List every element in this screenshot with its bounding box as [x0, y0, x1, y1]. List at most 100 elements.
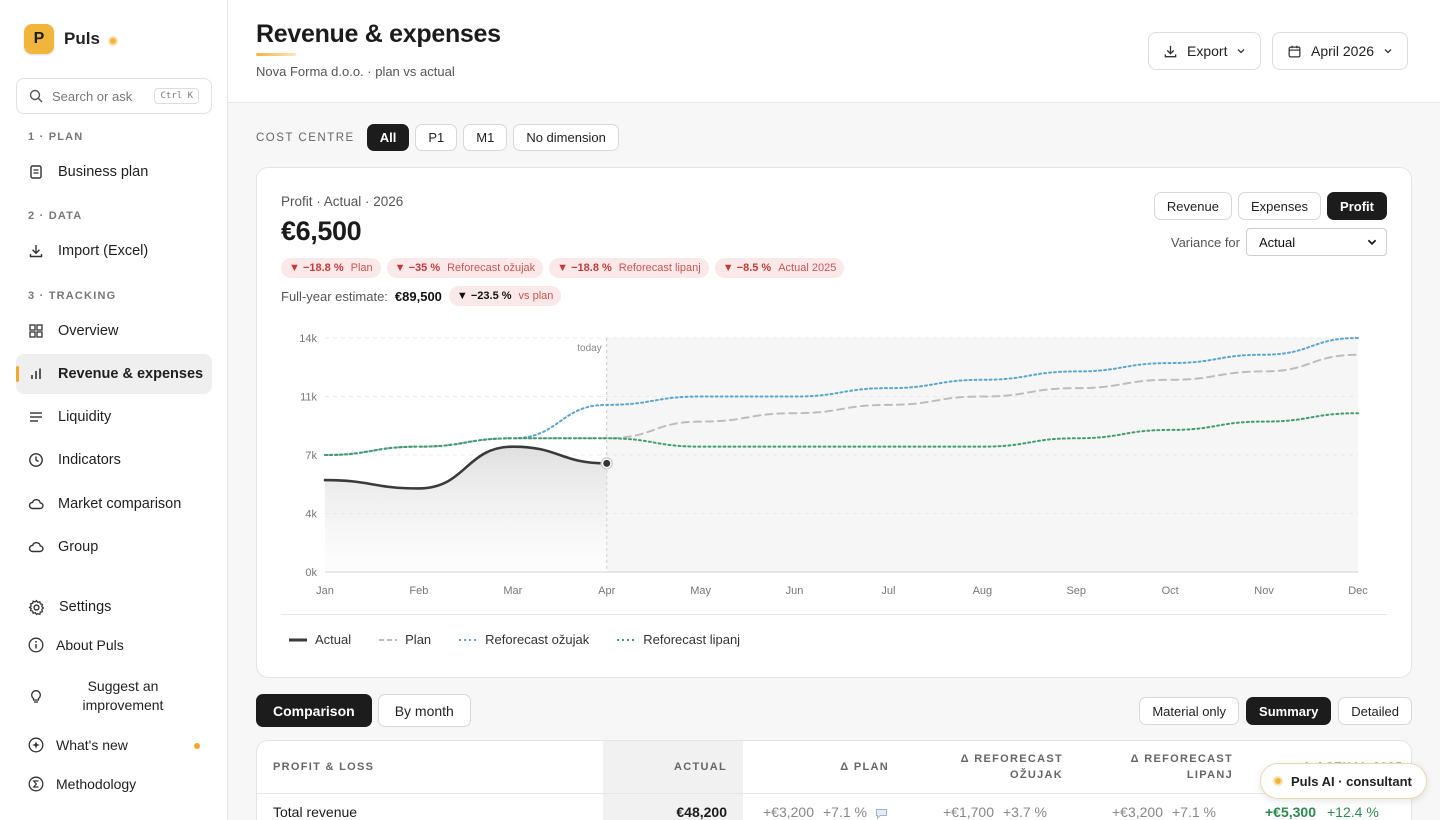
sidebar-item-market-comparison[interactable]: Market comparison	[16, 484, 212, 524]
search-input[interactable]: Search or ask Ctrl K	[16, 78, 212, 114]
legend-reforecast-ozujak: Reforecast ožujak	[459, 632, 589, 647]
variance-value: ▼ −8.5 %	[722, 262, 772, 274]
x-tick-label: Oct	[1162, 585, 1179, 597]
export-button[interactable]: Export	[1148, 32, 1262, 70]
x-tick-label: Feb	[409, 585, 428, 597]
variance-value: ▼ −18.8 %	[557, 262, 612, 274]
sidebar-item-label: Settings	[59, 599, 112, 615]
calendar-icon	[1288, 45, 1301, 57]
material-only-button[interactable]: Material only	[1139, 697, 1240, 725]
x-tick-label: May	[690, 585, 711, 597]
variance-for-value: Actual	[1259, 234, 1296, 250]
sidebar-item-suggest[interactable]: Suggest an improvement	[28, 677, 184, 715]
download-icon	[1164, 45, 1177, 57]
variance-badge: ▼ −18.8 % Reforecast lipanj	[549, 258, 709, 278]
cost-centre-option-p1[interactable]: P1	[415, 124, 458, 151]
chart-card: Profit · Actual · 2026 €6,500 ▼ −18.8 % P…	[256, 167, 1412, 678]
sidebar-item-import[interactable]: Import (Excel)	[16, 231, 212, 271]
comment-icon[interactable]	[875, 808, 888, 819]
brand-name: Puls	[64, 29, 100, 48]
sidebar-item-label: Liquidity	[58, 409, 112, 425]
pnl-table: PROFIT & LOSS ACTUAL Δ PLAN Δ REFORECAST…	[256, 740, 1412, 820]
x-tick-label: Jan	[316, 585, 334, 597]
column-header: ACTUAL	[673, 761, 727, 773]
page-subtitle: Nova Forma d.o.o. · plan vs actual	[256, 64, 455, 79]
legend-label: Actual	[315, 632, 352, 647]
profit-line-chart: 0k 4k 7k 11k 14k Jan Feb Mar Apr May Jun Jul Aug Sep O…	[299, 333, 1368, 597]
metric-toggle: Revenue Expenses Profit	[1153, 192, 1387, 220]
sidebar-item-label: Methodology	[56, 776, 137, 792]
legend-label: Reforecast lipanj	[643, 632, 741, 647]
bar-chart-icon	[31, 368, 41, 379]
variance-label: Reforecast ožujak	[447, 262, 536, 274]
sidebar-item-methodology[interactable]: Methodology	[28, 776, 136, 792]
cost-centre-option-all[interactable]: All	[366, 124, 410, 151]
reforecast-ozujak-delta-pct: +3.7 %	[1003, 804, 1047, 820]
metric-profit-button[interactable]: Profit	[1327, 192, 1387, 220]
cloud-icon	[28, 499, 44, 510]
sidebar-item-business-plan[interactable]: Business plan	[16, 152, 212, 192]
sidebar-item-label: Import (Excel)	[58, 243, 149, 259]
sidebar-item-about[interactable]: About Puls	[28, 637, 124, 653]
kpi-heading: Profit · Actual · 2026	[281, 194, 404, 209]
sparkle-icon	[28, 737, 44, 753]
column-header: Δ REFORECAST LIPANJ	[1130, 753, 1233, 781]
actual-column-shade	[603, 741, 743, 820]
summary-button[interactable]: Summary	[1246, 697, 1332, 725]
cost-centre-option-none[interactable]: No dimension	[513, 124, 619, 151]
section-plan: 1 · PLAN	[28, 131, 84, 143]
sidebar-item-label: Overview	[58, 323, 119, 339]
variance-label: vs plan	[518, 290, 554, 302]
cloud-icon	[28, 542, 44, 553]
sidebar-item-overview[interactable]: Overview	[16, 311, 212, 351]
sidebar-item-liquidity[interactable]: Liquidity	[16, 397, 212, 437]
metric-expenses-button[interactable]: Expenses	[1237, 192, 1322, 220]
variance-for-select[interactable]: Actual	[1246, 228, 1387, 256]
chart-legend: Actual Plan Reforecast ožujak Reforecast…	[289, 632, 740, 647]
download-icon	[29, 245, 43, 258]
chevron-down-icon	[1384, 49, 1392, 54]
period-selector[interactable]: April 2026	[1272, 32, 1409, 70]
export-label: Export	[1187, 43, 1228, 59]
chevron-down-icon	[1238, 49, 1245, 54]
reforecast-lipanj-delta-pct: +7.1 %	[1172, 804, 1216, 820]
tab-by-month[interactable]: By month	[377, 694, 471, 727]
document-icon	[30, 165, 42, 179]
metric-revenue-button[interactable]: Revenue	[1153, 192, 1232, 220]
tab-comparison[interactable]: Comparison	[256, 694, 372, 727]
sidebar-item-group[interactable]: Group	[16, 527, 212, 567]
variance-badge: ▼ −18.8 % Plan	[281, 258, 381, 278]
full-year-estimate: Full-year estimate: €89,500 ▼ −23.5 % vs …	[281, 286, 562, 306]
variance-for: Variance for Actual	[1171, 228, 1387, 256]
cost-centre-option-m1[interactable]: M1	[463, 124, 508, 151]
x-tick-label: Mar	[503, 585, 522, 597]
actual-value: €48,200	[676, 804, 727, 820]
brand[interactable]: P Puls	[24, 24, 118, 54]
gear-icon	[28, 599, 45, 615]
clock-icon	[29, 453, 43, 467]
row-divider	[257, 793, 1411, 794]
x-tick-label: Jul	[881, 585, 895, 597]
reforecast-lipanj-delta-abs: +€3,200	[1112, 804, 1163, 820]
page-header: Revenue & expenses Nova Forma d.o.o. · p…	[228, 0, 1440, 103]
lightbulb-icon	[31, 690, 41, 703]
x-tick-label: Sep	[1066, 585, 1086, 597]
sidebar-item-settings[interactable]: Settings	[16, 587, 212, 627]
variance-for-label: Variance for	[1170, 234, 1240, 250]
table-view-tabs: Comparison By month	[256, 694, 471, 727]
legend-swatch-dashed	[379, 638, 398, 641]
sidebar-item-indicators[interactable]: Indicators	[16, 440, 212, 480]
sidebar-item-label: Group	[58, 539, 99, 555]
plan-delta-pct: +7.1 %	[823, 804, 867, 820]
legend-swatch-dotted	[617, 638, 636, 641]
ai-consultant-button[interactable]: Puls AI · consultant	[1260, 763, 1427, 799]
series-line-plan	[324, 353, 1359, 456]
detailed-button[interactable]: Detailed	[1338, 697, 1412, 725]
variance-value: ▼ −18.8 %	[289, 262, 344, 274]
sidebar-item-revenue-expenses[interactable]: Revenue & expenses	[16, 354, 212, 394]
search-placeholder: Search or ask	[52, 88, 133, 104]
title-underline	[256, 53, 296, 56]
series-line-actual	[323, 445, 609, 490]
sidebar-item-whats-new[interactable]: What's new	[28, 737, 128, 753]
legend-actual: Actual	[289, 632, 351, 647]
